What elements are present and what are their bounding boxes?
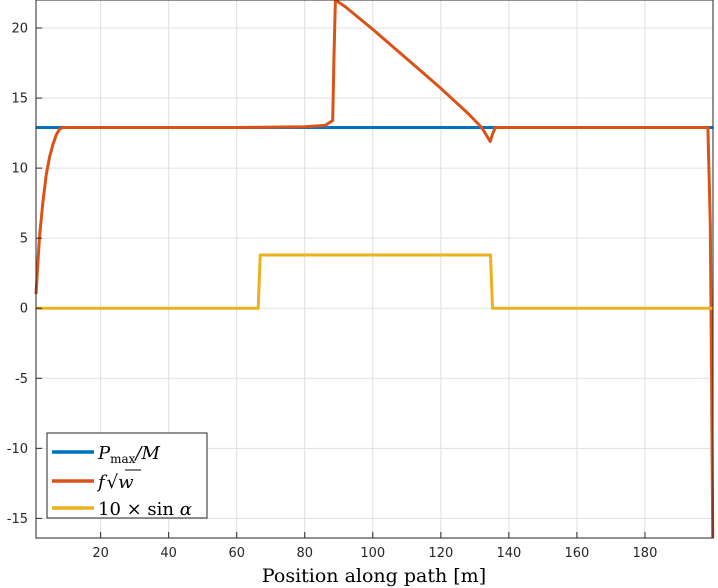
x-tick-label: 120 [428,546,453,561]
legend-box [46,432,208,519]
legend-sin-main: 10 × sin [98,499,180,520]
tick-labels: 20 40 60 80 100 120 140 160 180 20 15 10 5 0 -5 -10 -15 [7,22,658,561]
grid [36,0,713,538]
series-line-fsqrtw [34,0,715,539]
y-tick-label: -10 [7,442,28,457]
x-tick-label: 80 [296,546,313,561]
legend-label-sin: 10 × sin α [98,499,192,520]
legend-f-arg: w [118,472,134,493]
y-tick-label: 10 [11,162,28,177]
legend-pmax-rest: /M [133,443,160,464]
x-tick-label: 20 [92,546,109,561]
series-line-sin [36,253,713,310]
legend-f-radical: √ [107,472,119,493]
x-tick-label: 100 [360,546,385,561]
legend-pmax-main: P [97,443,111,464]
x-tick-label: 40 [160,546,177,561]
legend-pmax-sub: max [110,452,136,466]
x-tick-label: 180 [633,546,658,561]
x-tick-label: 60 [228,546,245,561]
y-tick-label: -15 [7,512,28,527]
y-tick-label: 15 [11,92,28,107]
y-tick-label: 5 [20,232,28,247]
x-tick-label: 140 [496,546,521,561]
axes-box [35,0,714,539]
legend-sin-var: α [180,499,192,520]
series-layer [34,0,715,539]
y-tick-label: 0 [20,302,28,317]
x-axis-title: Position along path [m] [262,565,486,587]
legend-label-fsqrtw: f √w [96,472,134,493]
axes [35,0,714,539]
legend-label-pmax: Pmax/M [97,443,161,466]
legend: Pmax/M f √w 10 × sin α [46,432,208,520]
y-tick-label: -5 [15,372,28,387]
y-tick-label: 20 [11,22,28,37]
x-tick-label: 160 [565,546,590,561]
